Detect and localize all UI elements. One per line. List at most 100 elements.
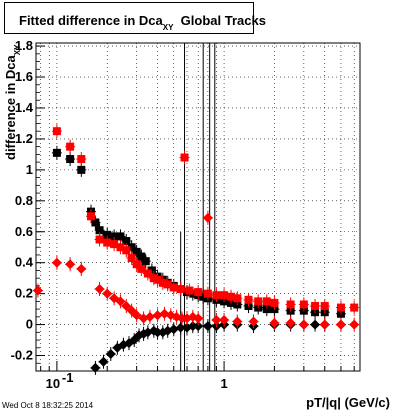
marker-square-red: [127, 254, 136, 263]
marker-diamond-black: [310, 319, 321, 330]
marker-square-red: [116, 243, 125, 252]
marker-square-red: [169, 283, 178, 292]
marker-diamond-red: [176, 313, 187, 324]
marker-square-red: [203, 289, 212, 298]
title-subscript: XY: [162, 23, 174, 32]
marker-square-red: [350, 303, 359, 312]
marker-square-black: [147, 266, 156, 275]
marker-square-black: [52, 148, 61, 157]
marker-square-red: [336, 303, 345, 312]
marker-diamond-black: [193, 321, 204, 332]
marker-square-red: [110, 240, 119, 249]
marker-square-red: [220, 291, 229, 300]
marker-square-black: [132, 247, 141, 256]
marker-square-red: [132, 260, 141, 269]
marker-square-red: [286, 300, 295, 309]
marker-square-black: [262, 305, 271, 314]
x-tick-label: 10: [46, 376, 60, 391]
marker-square-red: [227, 292, 236, 301]
marker-square-red: [176, 285, 185, 293]
marker-square-red: [87, 212, 96, 221]
title-prefix: Fitted difference in Dca: [19, 13, 163, 28]
y-tick-label: 0: [26, 317, 33, 332]
marker-square-red: [185, 286, 194, 295]
marker-square-red: [137, 264, 146, 273]
marker-diamond-red: [76, 263, 87, 274]
marker-diamond-red: [269, 318, 280, 329]
tick-labels: -0.2 0 0.2 0.4 0.6 0.8 1 1.2 1.4 1.6 1.8 10 -1 1: [11, 38, 228, 391]
marker-square-red: [95, 235, 104, 244]
marker-diamond-red: [335, 319, 346, 330]
data-points: [32, 124, 360, 375]
timestamp: Wed Oct 8 18:32:25 2014: [2, 401, 94, 410]
marker-diamond-red: [285, 318, 296, 329]
marker-diamond-red: [144, 311, 155, 322]
marker-square-black: [122, 237, 131, 246]
marker-diamond-black: [152, 327, 163, 338]
marker-square-black: [91, 218, 100, 227]
marker-diamond-red: [32, 285, 43, 296]
y-axis-label: difference in DcaXY: [3, 10, 22, 160]
marker-diamond-red: [131, 310, 142, 321]
x-tick-exponent: -1: [62, 370, 74, 385]
marker-square-black: [127, 243, 136, 252]
marker-square-black: [66, 155, 75, 164]
marker-diamond-red: [248, 316, 259, 327]
marker-square-red: [153, 275, 162, 284]
marker-diamond-red: [202, 212, 213, 223]
title-box: Fitted difference in DcaXY Global Tracks: [4, 2, 266, 34]
marker-square-red: [233, 294, 242, 303]
marker-diamond-red: [115, 296, 126, 307]
y-tick-label: 1: [26, 162, 33, 177]
marker-diamond-red: [193, 313, 204, 324]
marker-square-red: [122, 246, 131, 255]
marker-square-red: [212, 291, 221, 300]
marker-square-black: [116, 232, 125, 241]
y-tick-label: 0.4: [15, 255, 34, 270]
marker-square-black: [137, 252, 146, 261]
marker-square-red: [320, 302, 329, 311]
marker-square-black: [103, 230, 112, 239]
marker-diamond-red: [211, 314, 222, 325]
y-tick-label: 1.4: [15, 100, 34, 115]
y-tick-label: 0.6: [15, 224, 33, 239]
marker-diamond-red: [121, 301, 132, 312]
y-tick-label: 0.8: [15, 193, 33, 208]
marker-square-red: [299, 300, 308, 309]
marker-square-red: [262, 297, 271, 306]
marker-square-red: [163, 280, 172, 289]
marker-diamond-red: [219, 314, 230, 325]
marker-square-red: [270, 298, 279, 307]
marker-square-red: [103, 238, 112, 247]
marker-square-red: [180, 153, 189, 162]
marker-diamond-black: [168, 324, 179, 335]
marker-diamond-red: [232, 316, 243, 327]
y-label-prefix: difference in Dca: [3, 55, 18, 160]
y-tick-label: 1.2: [15, 131, 33, 146]
marker-diamond-black: [202, 321, 213, 332]
marker-square-black: [95, 226, 104, 235]
marker-square-black: [199, 292, 208, 301]
marker-diamond-black: [98, 356, 109, 367]
marker-square-red: [52, 127, 61, 136]
marker-diamond-red: [65, 259, 76, 270]
marker-square-red: [66, 142, 75, 151]
marker-diamond-red: [94, 284, 105, 294]
x-axis-label: pT/|q| (GeV/c): [306, 395, 390, 410]
marker-square-black: [77, 165, 86, 174]
marker-diamond-red: [102, 288, 113, 299]
y-tick-label: -0.2: [11, 348, 33, 363]
title-suffix: Global Tracks: [180, 13, 266, 28]
marker-diamond-red: [298, 319, 309, 330]
marker-diamond-black: [187, 321, 198, 332]
marker-square-red: [143, 269, 152, 278]
marker-square-red: [77, 155, 86, 164]
y-tick-label: 1.6: [15, 69, 33, 84]
marker-diamond-black: [175, 322, 186, 333]
x-tick-label: 1: [220, 376, 227, 391]
marker-square-red: [244, 295, 253, 304]
marker-square-red: [254, 297, 263, 306]
marker-diamond-black: [105, 348, 116, 359]
marker-diamond-black: [90, 362, 101, 373]
